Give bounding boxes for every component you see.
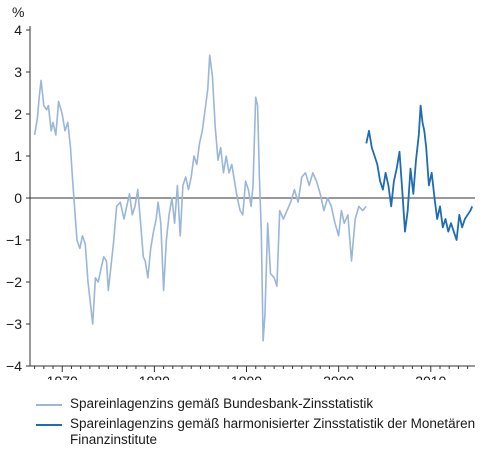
x-tick-label: 2000 — [323, 373, 354, 380]
legend-item-mfi: Spareinlagenzins gemäß harmonisierter Zi… — [36, 416, 481, 448]
axes: % 4 3 2 1 0 −1 −2 −3 −4 1970 1980 1990 2000 2010 — [6, 4, 475, 380]
x-tick-label: 2010 — [415, 373, 446, 380]
legend-label: Spareinlagenzins gemäß Bundesbank-Zinsst… — [70, 396, 374, 411]
legend: Spareinlagenzins gemäß Bundesbank-Zinsst… — [36, 396, 481, 452]
y-tick-label: −4 — [6, 358, 22, 374]
legend-item-bundesbank: Spareinlagenzins gemäß Bundesbank-Zinsst… — [36, 396, 481, 412]
series-lines — [33, 54, 474, 342]
y-tick-label: 4 — [14, 22, 22, 38]
y-tick-label: −2 — [6, 274, 22, 290]
y-tick-label: 1 — [14, 148, 22, 164]
legend-swatch-dark-blue — [36, 424, 62, 426]
y-tick-label: 3 — [14, 64, 22, 80]
legend-swatch-light-blue — [36, 404, 62, 406]
line-chart: % 4 3 2 1 0 −1 −2 −3 −4 1970 1980 1990 2000 2010 — [6, 4, 475, 380]
y-tick-label: −1 — [6, 232, 22, 248]
x-tick-label: 1980 — [139, 373, 170, 380]
x-tick-label: 1990 — [231, 373, 262, 380]
y-unit-label: % — [12, 4, 24, 20]
series-line-0 — [33, 54, 367, 342]
y-tick-label: 2 — [14, 106, 22, 122]
legend-label: Spareinlagenzins gemäß harmonisierter Zi… — [70, 416, 476, 447]
y-tick-label: 0 — [14, 190, 22, 206]
series-line-1 — [365, 104, 474, 241]
x-tick-label: 1970 — [47, 373, 78, 380]
y-tick-label: −3 — [6, 316, 22, 332]
